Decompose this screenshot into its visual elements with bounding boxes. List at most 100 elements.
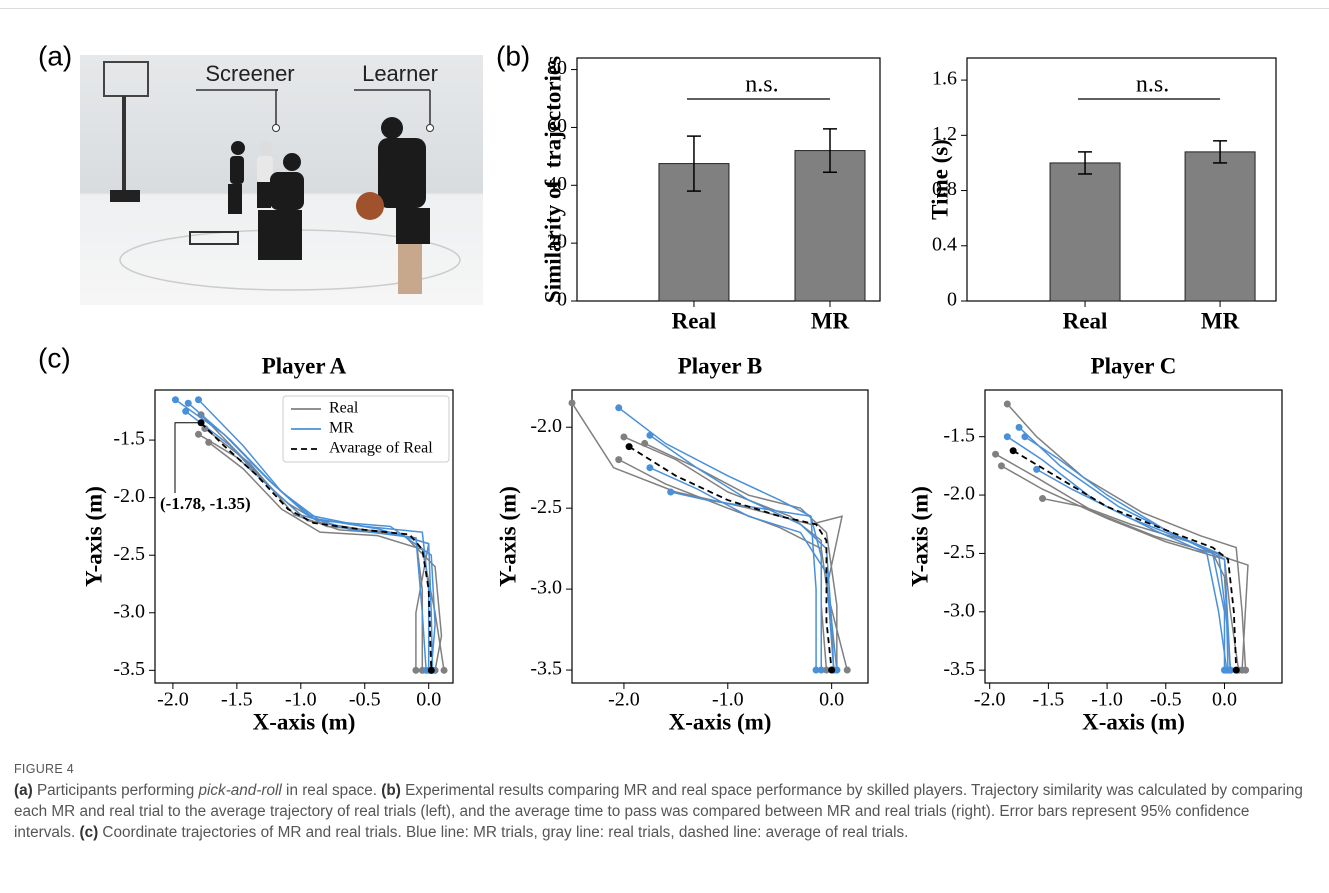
x-tick-label: 0.0 xyxy=(819,689,844,711)
caption-segment: pick-and-roll xyxy=(198,782,282,799)
label-pointer-end xyxy=(272,124,280,132)
y-axis-label: Similarity of trajectories xyxy=(540,56,565,303)
trajectory xyxy=(198,433,430,671)
trajectory-endpoint xyxy=(1223,666,1231,674)
y-tick-label: -2.0 xyxy=(113,485,145,507)
y-tick-label: 0.8 xyxy=(932,178,957,200)
trajectory-endpoint xyxy=(427,666,435,674)
players xyxy=(228,117,430,294)
y-tick-label: 1.6 xyxy=(932,68,957,90)
y-tick-label: 20 xyxy=(547,231,567,253)
y-axis-label: Time (s) xyxy=(927,139,952,220)
trajectory xyxy=(1036,468,1232,671)
trajectory-endpoint xyxy=(615,404,623,412)
annotation: (-1.78, -1.35) xyxy=(160,494,251,513)
y-tick-label: 1.2 xyxy=(932,123,957,145)
trajectory xyxy=(185,410,427,671)
x-tick-label: 0.0 xyxy=(1212,689,1237,711)
trajectory-endpoint xyxy=(997,462,1005,470)
trajectory-endpoint xyxy=(667,488,675,496)
legend-box xyxy=(282,395,450,463)
panel-label: (b) xyxy=(496,40,530,71)
caption-segment: Coordinate trajectories of MR and real t… xyxy=(98,824,909,841)
line-chart: -2.0 -2.5 -3.0 -3.5 Y-axis (m) -2.0 -1.0 0.0 Pla… xyxy=(495,353,869,734)
trajectory-endpoint xyxy=(625,443,633,451)
caption-segment: Experimental results comparing MR and re… xyxy=(14,782,1308,841)
trajectory-endpoint xyxy=(568,399,576,407)
trajectory-endpoint xyxy=(194,396,202,404)
y-tick-label: 0 xyxy=(557,289,567,311)
y-axis-label: Y-axis (m) xyxy=(907,486,932,587)
trajectory-endpoint xyxy=(646,464,654,472)
hoop-base xyxy=(110,190,140,202)
trajectory-endpoint xyxy=(1003,433,1011,441)
photo-label: Learner xyxy=(362,61,438,86)
trajectory xyxy=(995,453,1232,671)
bar-chart: 0 0.4 0.8 1.2 1.6 Time (s) Real MR n.s. xyxy=(927,57,1277,333)
y-tick-label: -2.0 xyxy=(943,483,975,505)
x-tick-label: -0.5 xyxy=(1150,689,1182,711)
x-axis-label: X-axis (m) xyxy=(669,709,772,734)
x-tick-label: Real xyxy=(672,308,717,333)
caption-segment: (c) xyxy=(79,824,99,841)
x-axis-label: X-axis (m) xyxy=(1082,709,1185,734)
plot-frame xyxy=(966,57,1277,302)
chart-title: Player C xyxy=(1091,353,1177,378)
caption-segment: (b) xyxy=(381,782,401,799)
x-tick-label: Real xyxy=(1063,308,1108,333)
annotation-pointer xyxy=(174,422,202,493)
label-pointer-end xyxy=(426,124,434,132)
x-tick-label: -1.0 xyxy=(285,689,317,711)
trajectory-endpoint xyxy=(205,438,213,446)
chart-title: Player B xyxy=(678,353,763,378)
trajectory xyxy=(618,407,817,671)
trajectory xyxy=(628,445,833,671)
photo: Screener Learner xyxy=(80,55,483,305)
trajectory xyxy=(644,442,838,671)
trajectory-endpoint xyxy=(171,396,179,404)
trajectory-endpoint xyxy=(422,666,430,674)
bar xyxy=(1184,151,1256,302)
trajectory xyxy=(200,422,433,671)
x-tick-label: -2.0 xyxy=(157,689,189,711)
x-tick-label: -1.5 xyxy=(1033,689,1065,711)
trajectory xyxy=(197,399,436,671)
trajectory-endpoint xyxy=(1003,400,1011,408)
trajectory xyxy=(187,402,434,671)
legend-label: Real xyxy=(329,400,359,417)
trajectory-endpoint xyxy=(817,666,825,674)
x-tick-label: -0.5 xyxy=(349,689,381,711)
trajectory-endpoint xyxy=(1015,423,1023,431)
trajectory-endpoint xyxy=(1039,495,1047,503)
line-chart: -1.5 -2.0 -2.5 -3.0 -3.5 Y-axis (m) -2.0 -1.5 -1… xyxy=(907,353,1283,734)
trajectory-endpoint xyxy=(194,430,202,438)
caption-text: (a) Participants performing pick-and-rol… xyxy=(14,780,1314,843)
figure-label: FIGURE 4 xyxy=(14,762,75,776)
trajectory xyxy=(571,402,848,671)
plot-frame xyxy=(984,389,1283,684)
y-tick-label: -3.5 xyxy=(943,658,975,680)
y-tick-label: -1.5 xyxy=(943,424,975,446)
plot-frame xyxy=(154,389,454,684)
x-tick-label: -2.0 xyxy=(974,689,1006,711)
label-pointer xyxy=(275,89,278,128)
y-tick-label: -2.5 xyxy=(943,541,975,563)
legend-label: Avarage of Real xyxy=(329,440,433,457)
panel-label: (a) xyxy=(38,40,72,71)
trajectory-endpoint xyxy=(182,407,190,415)
bar xyxy=(1049,162,1121,302)
y-tick-label: -3.5 xyxy=(530,658,562,680)
trajectory-endpoint xyxy=(641,439,649,447)
y-tick-label: 60 xyxy=(547,115,567,137)
trajectory xyxy=(1006,403,1247,671)
trajectory-endpoint xyxy=(843,666,851,674)
y-tick-label: 40 xyxy=(547,173,567,195)
trajectory xyxy=(1024,436,1226,671)
y-axis-label: Y-axis (m) xyxy=(81,486,106,587)
y-tick-label: -2.5 xyxy=(113,543,145,565)
y-axis-label: Y-axis (m) xyxy=(495,486,520,587)
x-tick-label: MR xyxy=(1201,308,1240,333)
trajectory-endpoint xyxy=(828,666,836,674)
y-tick-label: -2.0 xyxy=(530,415,562,437)
trajectory xyxy=(208,441,445,671)
